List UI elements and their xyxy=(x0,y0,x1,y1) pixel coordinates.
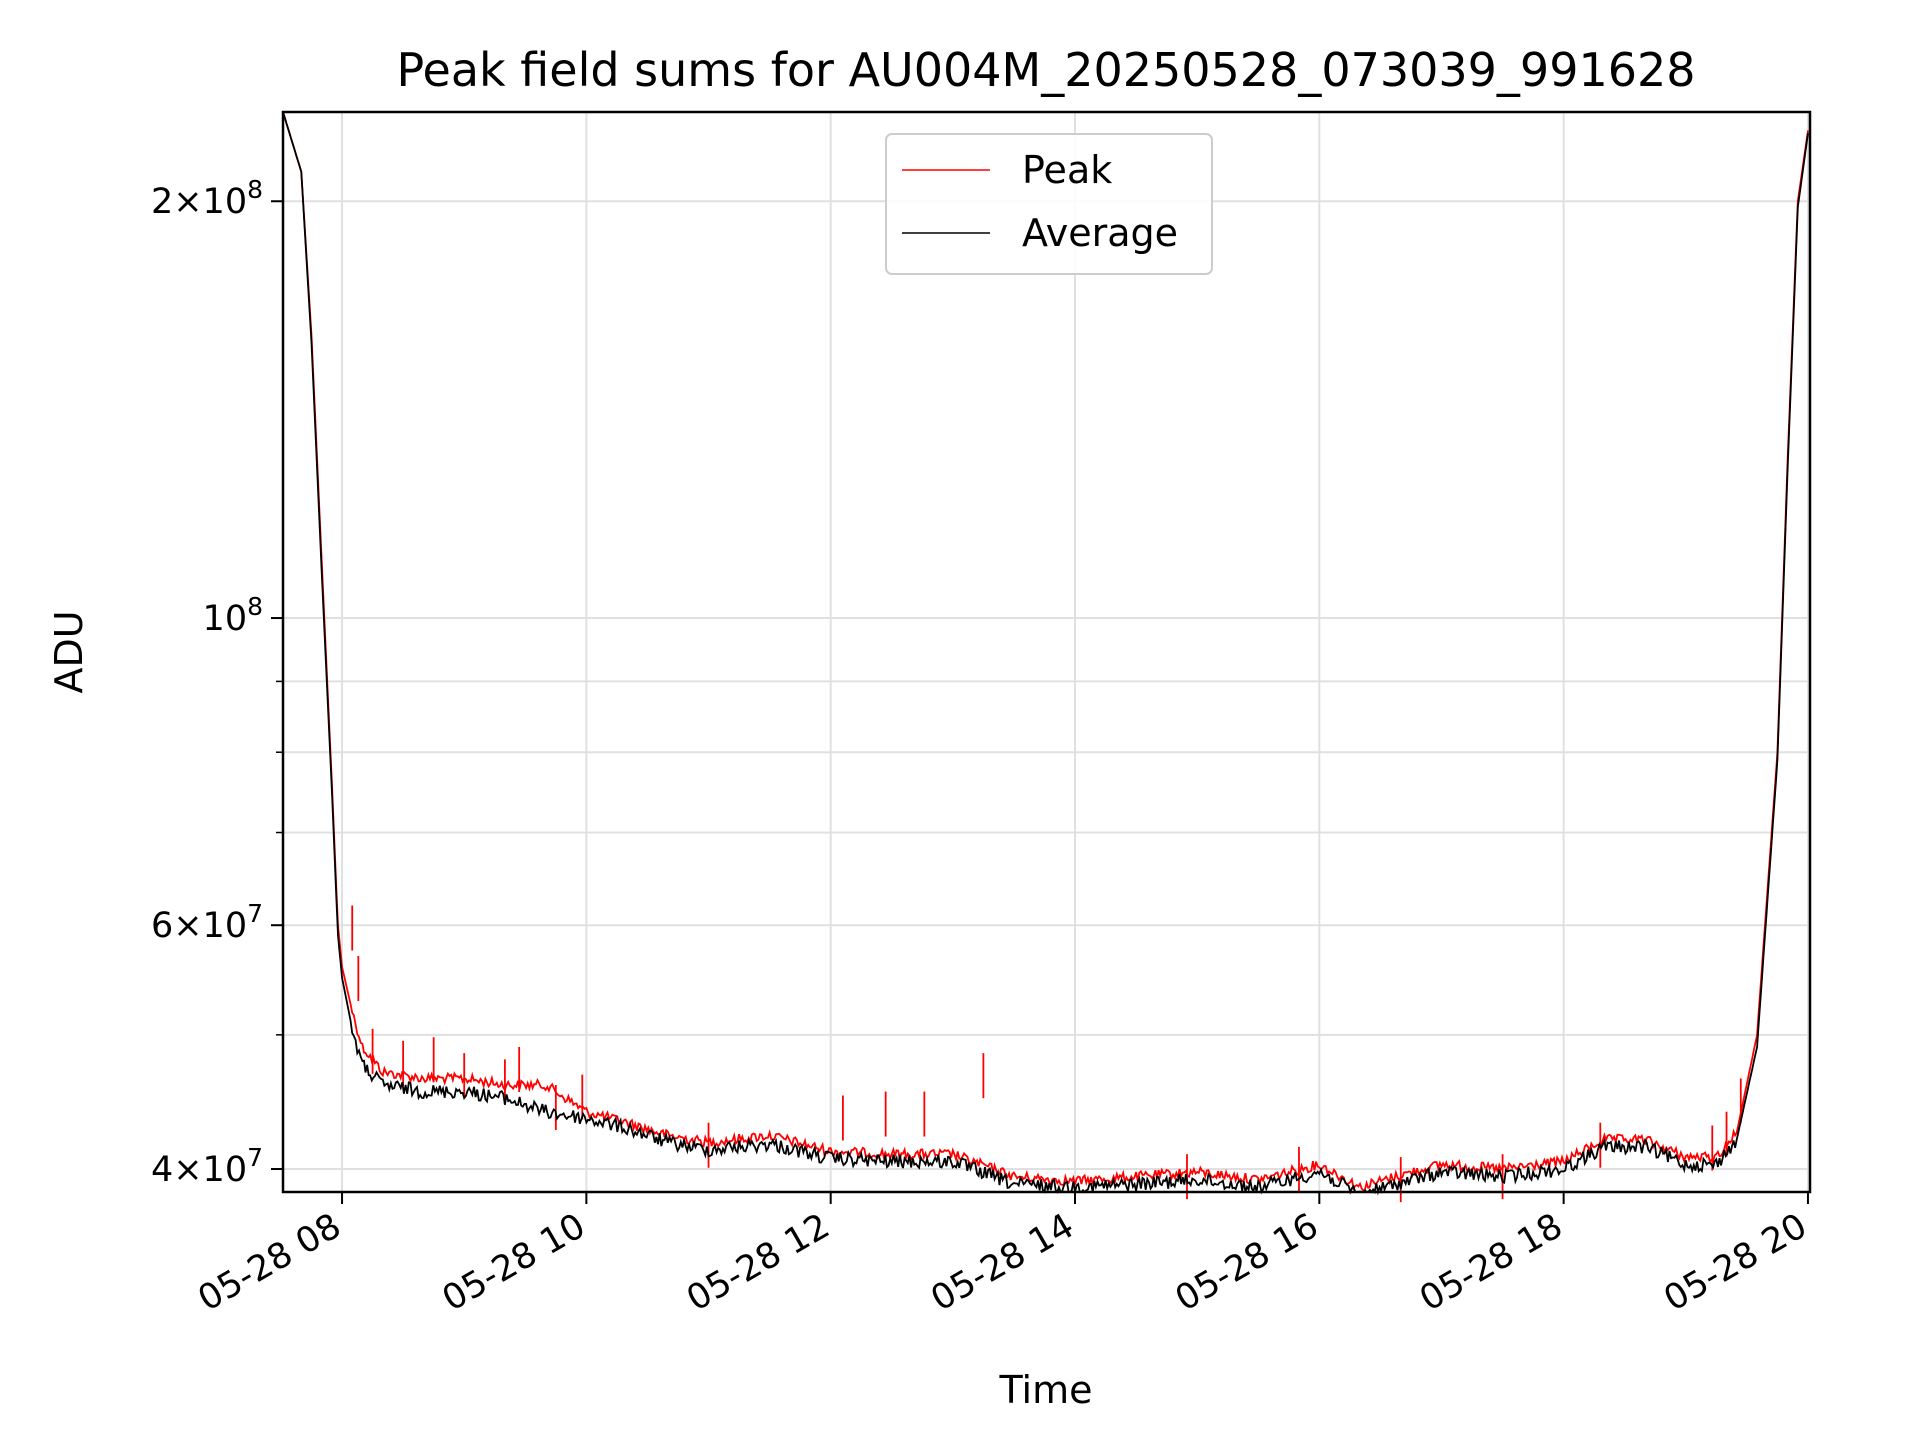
y-tick-label: 4×107 xyxy=(151,1143,263,1190)
chart-title: Peak field sums for AU004M_20250528_0730… xyxy=(396,43,1695,97)
y-axis-label: ADU xyxy=(47,610,91,693)
legend-average-label: Average xyxy=(1022,211,1178,255)
legend: Peak Average xyxy=(885,133,1213,275)
legend-peak-label: Peak xyxy=(1022,148,1112,192)
y-tick-label: 6×107 xyxy=(151,899,263,946)
y-tick-label: 108 xyxy=(203,592,263,639)
plot-frame xyxy=(281,110,1812,1194)
series-average-line xyxy=(282,111,1809,1196)
x-axis-label: Time xyxy=(999,1368,1093,1412)
series-peak-line xyxy=(282,111,1809,1192)
y-tick-label: 2×108 xyxy=(151,175,263,222)
legend-frame xyxy=(885,133,1213,275)
